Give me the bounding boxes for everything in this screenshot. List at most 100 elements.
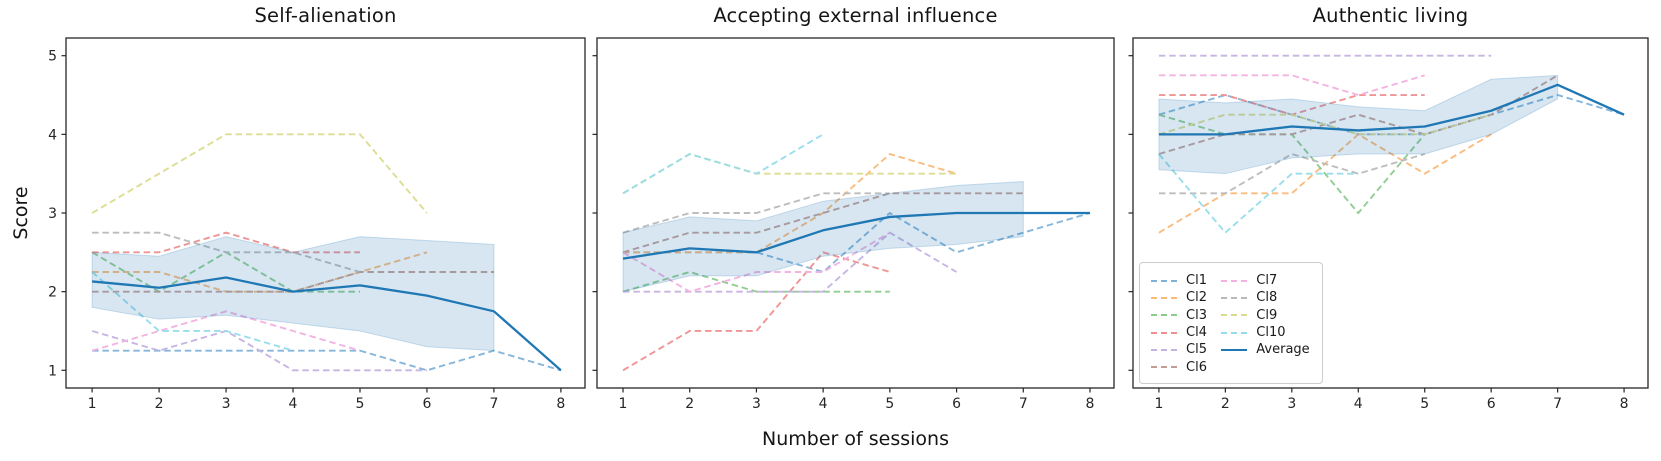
legend-item-cl9: Cl9 (1221, 307, 1310, 324)
average-line (92, 276, 562, 372)
x-tick-label: 6 (422, 396, 431, 412)
series-line-Cl9 (622, 152, 957, 195)
series-line-Cl10 (622, 133, 824, 195)
x-axis-label: Number of sessions (762, 428, 949, 450)
plot-frame (596, 37, 1115, 389)
legend-label: Cl1 (1186, 273, 1207, 288)
legend-item-cl7: Cl7 (1221, 272, 1310, 289)
series-line-Cl9 (91, 133, 428, 214)
x-tick-label: 4 (1354, 396, 1363, 412)
legend-label: Cl7 (1256, 273, 1278, 288)
subplot-title-accepting-external-influence: Accepting external influence (713, 4, 998, 27)
legend-swatch-cl2 (1151, 296, 1177, 299)
y-tick-label: 1 (48, 363, 57, 379)
series-line-Cl6 (622, 192, 1024, 254)
legend-item-cl8: Cl8 (1221, 289, 1310, 306)
confidence-band (1158, 74, 1559, 175)
series-line-Cl7 (91, 310, 361, 352)
x-tick-label: 3 (222, 396, 231, 412)
series-line-Cl1 (92, 349, 562, 372)
legend-label: Cl3 (1186, 307, 1207, 323)
confidence-band (622, 181, 1024, 293)
subplot-title-authentic-living: Authentic living (1312, 4, 1469, 27)
legend-item-cl5: Cl5 (1151, 341, 1207, 358)
series-line-Cl4 (92, 231, 360, 254)
legend-item-cl2: Cl2 (1151, 289, 1207, 306)
legend-item-average: Average (1221, 341, 1310, 358)
legend-label: Cl4 (1186, 325, 1207, 340)
legend-label: Cl2 (1186, 290, 1207, 306)
series-line-Cl10 (91, 271, 294, 352)
x-tick-label: 5 (1420, 396, 1429, 412)
x-tick-label: 4 (289, 396, 298, 412)
plot-frame (65, 37, 586, 389)
line-chart-accepting-external-influence: 1 2 3 4 5 6 7 8 (592, 37, 1115, 412)
x-tick-label: 2 (685, 396, 694, 412)
y-axis-label: Score (10, 186, 32, 240)
legend-label: Cl10 (1256, 325, 1286, 340)
subplot-accepting-external-influence: Accepting external influence 1 2 3 4 5 6 7 8 (592, 0, 1115, 461)
x-tick-label: 3 (752, 396, 761, 412)
series-line-Cl2 (623, 152, 957, 254)
legend-label: Average (1256, 342, 1310, 358)
subplot-self-alienation: Self-alienation 1 2 3 4 5 6 7 8 1 2 3 4 5 (48, 0, 586, 461)
x-tick-label: 7 (1553, 396, 1562, 412)
series-line-Cl7 (622, 231, 891, 293)
legend: Cl1 Cl2 Cl3 Cl4 Cl5 Cl6 Cl7 Cl8 Cl9 Cl10 Average (1139, 262, 1323, 384)
subplot-title-self-alienation: Self-alienation (254, 4, 397, 27)
legend-item-cl10: Cl10 (1221, 324, 1310, 341)
x-tick-label: 2 (1221, 396, 1230, 412)
confidence-band (91, 236, 495, 352)
series-line-Cl10 (1158, 153, 1359, 235)
y-tick-label: 5 (48, 49, 57, 65)
x-tick-label: 2 (155, 396, 164, 412)
series-line-Cl8 (622, 192, 890, 234)
series-line-Cl5 (91, 329, 427, 372)
x-tick-label: 8 (1086, 396, 1095, 412)
x-tick-label: 3 (1287, 396, 1296, 412)
series-line-Cl9 (1158, 113, 1492, 136)
legend-swatch-cl8 (1221, 296, 1248, 299)
legend-swatch-cl9 (1221, 314, 1248, 317)
series-line-Cl8 (92, 231, 361, 273)
legend-item-cl1: Cl1 (1151, 272, 1207, 289)
line-chart-self-alienation: 1 2 3 4 5 6 7 8 1 2 3 4 5 (48, 37, 586, 412)
legend-label: Cl5 (1186, 342, 1207, 358)
y-tick-label: 3 (48, 206, 57, 222)
subplot-authentic-living: Authentic living 1 2 3 4 5 6 7 8 (1128, 0, 1649, 461)
legend-item-cl6: Cl6 (1151, 359, 1207, 376)
legend-swatch-cl4 (1151, 331, 1177, 334)
legend-swatch-cl7 (1221, 279, 1248, 282)
legend-item-cl4: Cl4 (1151, 324, 1207, 341)
x-tick-label: 1 (88, 396, 97, 412)
series-line-Cl5 (623, 231, 958, 293)
series-line-Cl8 (1158, 152, 1425, 195)
x-tick-label: 6 (952, 396, 961, 412)
x-tick-label: 1 (619, 396, 628, 412)
line-chart-authentic-living: 1 2 3 4 5 6 7 8 (1128, 37, 1649, 412)
x-tick-label: 8 (556, 396, 565, 412)
y-tick-label: 2 (48, 285, 57, 301)
legend-swatch-cl6 (1151, 366, 1177, 369)
x-tick-label: 7 (489, 396, 498, 412)
x-tick-label: 7 (1019, 396, 1028, 412)
legend-swatch-cl5 (1151, 348, 1177, 351)
average-line (1158, 83, 1625, 136)
legend-label: Cl6 (1186, 359, 1207, 375)
x-tick-label: 1 (1154, 396, 1163, 412)
legend-label: Cl8 (1256, 290, 1278, 306)
legend-swatch-cl10 (1221, 331, 1248, 334)
x-tick-label: 8 (1620, 396, 1629, 412)
average-line (622, 211, 1090, 260)
legend-item-cl3: Cl3 (1151, 307, 1207, 324)
x-tick-label: 5 (356, 396, 365, 412)
legend-swatch-cl1 (1151, 279, 1177, 282)
legend-label: Cl9 (1256, 307, 1278, 323)
x-tick-label: 5 (885, 396, 894, 412)
x-tick-label: 4 (819, 396, 828, 412)
legend-swatch-cl3 (1151, 314, 1177, 317)
y-tick-label: 4 (48, 127, 57, 143)
series-line-Cl7 (1158, 74, 1425, 97)
x-tick-label: 6 (1487, 396, 1496, 412)
